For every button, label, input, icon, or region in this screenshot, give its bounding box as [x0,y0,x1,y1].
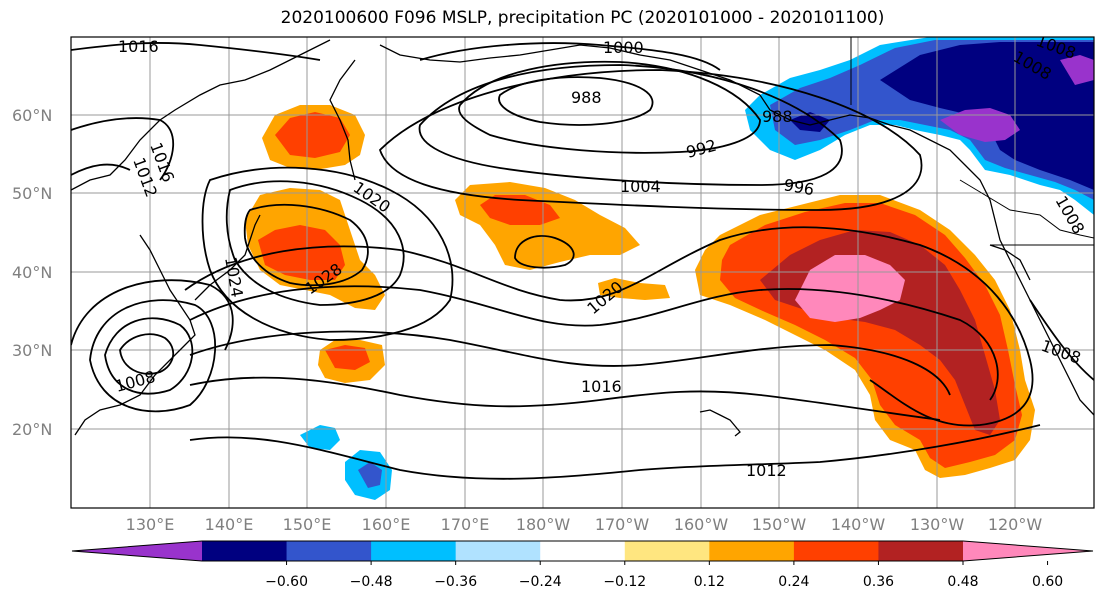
contour-label: 1012 [746,461,787,480]
colorbar-swatch [455,541,541,561]
colorbar-tick-label: 0.24 [778,574,809,590]
colorbar-swatch [286,541,372,561]
contour-label: 1004 [620,177,661,196]
colorbar-tick-label: 0.48 [947,574,978,590]
negative-precip-region-south [300,425,392,500]
colorbar-swatch [878,541,964,561]
lon-label: 160°E [362,515,411,534]
colorbar-extend-high [963,541,1093,561]
contour-label: 1016 [581,377,622,396]
lon-label: 170°W [595,515,650,534]
colorbar-tick-label: 0.12 [694,574,725,590]
lon-label: 160°W [674,515,729,534]
map-title: 2020100600 F096 MSLP, precipitation PC (… [280,8,885,28]
lat-label: 60°N [12,106,52,125]
lon-label: 180°W [516,515,571,534]
lat-label: 40°N [12,263,52,282]
lat-label: 20°N [12,420,52,439]
positive-precip-region-central [318,182,670,383]
colorbar-swatch [371,541,457,561]
colorbar-tick-label: 0.36 [863,574,894,590]
lat-label: 50°N [12,184,52,203]
lon-label: 150°E [283,515,332,534]
lon-label: 120°W [988,515,1043,534]
lat-label: 30°N [12,341,52,360]
colorbar-tick-label: −0.24 [519,574,562,590]
colorbar-tick-label: −0.48 [350,574,393,590]
contour-label: 1016 [118,37,159,56]
lon-label: 150°W [752,515,807,534]
mslp-contours [71,42,1094,480]
colorbar-swatch [709,541,795,561]
colorbar-extend-low [72,541,202,561]
lon-label: 130°E [126,515,175,534]
lon-label: 170°E [441,515,490,534]
graticule [71,37,1094,508]
contour-label: 1000 [603,38,644,57]
borders [850,37,1094,246]
colorbar-tick-label: −0.36 [434,574,477,590]
colorbar-outline [71,540,1094,562]
lon-label: 140°W [831,515,886,534]
colorbar-swatch [793,541,879,561]
lon-label: 140°E [205,515,254,534]
longitude-labels: 130°E 140°E 150°E 160°E 170°E 180°W 170°… [126,515,1043,534]
colorbar-swatch [540,541,626,561]
colorbar-tick-label: −0.60 [265,574,308,590]
contour-label: 988 [571,88,602,107]
lon-label: 130°W [910,515,965,534]
colorbar-tick-label: −0.12 [603,574,646,590]
positive-precip-region-okhotsk [262,105,365,170]
map-frame [70,36,1095,509]
colorbar-swatch [202,541,288,561]
contour-label: 988 [762,107,793,126]
latitude-labels: 60°N 50°N 40°N 30°N 20°N [12,106,52,439]
colorbar: −0.60 −0.48 −0.36 −0.24 −0.12 0.12 0.24 0.36 0.4… [71,540,1094,590]
colorbar-tick-label: 0.60 [1032,574,1063,590]
colorbar-swatch [624,541,710,561]
